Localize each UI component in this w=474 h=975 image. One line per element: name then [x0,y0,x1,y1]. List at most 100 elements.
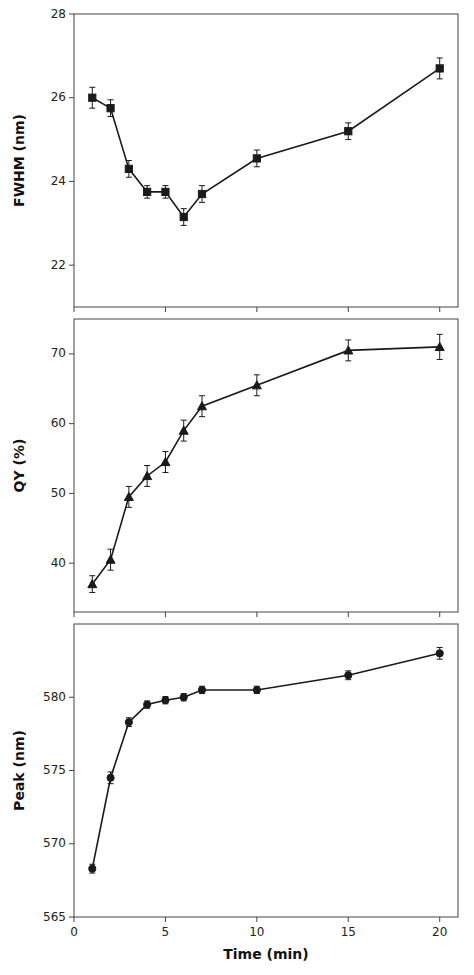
figure: 22242628FWHM (nm)40506070QY (%)565570575… [0,0,474,975]
error-bar [144,701,150,708]
y-tick-label: 50 [51,486,66,500]
x-tick [165,612,166,617]
marker [89,94,96,101]
y-tick [69,843,74,844]
x-tick [348,917,349,922]
y-tick [69,14,74,15]
y-tick [69,181,74,182]
y-axis-label: FWHM (nm) [11,114,27,207]
plot-frame [74,319,458,612]
error-bar [199,686,205,693]
x-tick-label: 5 [162,925,170,939]
y-tick [69,917,74,918]
x-tick [439,917,440,922]
error-bar [254,150,260,167]
series-line [92,68,439,217]
marker [436,65,443,72]
y-tick-label: 24 [51,174,66,188]
error-bar [162,186,168,199]
y-tick-label: 70 [51,346,66,360]
x-tick [256,307,257,312]
data-area [89,647,444,873]
x-tick [165,307,166,312]
y-tick-label: 570 [43,836,66,850]
y-axis-label: Peak (nm) [11,730,27,811]
marker [162,697,169,704]
marker [253,155,260,162]
marker [107,105,114,112]
y-tick-label: 26 [51,90,66,104]
marker [144,188,151,195]
x-tick [439,307,440,312]
x-tick [165,917,166,922]
error-bar [89,87,95,108]
x-tick [256,917,257,922]
error-bar [437,58,443,79]
marker [143,471,152,479]
y-tick [69,97,74,98]
error-bar [108,772,114,784]
error-bar [126,718,132,727]
x-tick [348,307,349,312]
error-bar [199,186,205,203]
marker [144,701,151,708]
error-bar [254,686,260,693]
y-tick-label: 22 [51,258,66,272]
y-tick [69,265,74,266]
y-tick-label: 28 [51,7,66,21]
marker [198,402,207,410]
series-line [92,347,439,584]
plot-frame [74,14,458,307]
x-tick [348,612,349,617]
marker [162,188,169,195]
error-bar [89,864,95,873]
x-tick-label: 0 [70,925,78,939]
y-tick [69,697,74,698]
y-tick [69,493,74,494]
error-bar [345,123,351,140]
marker [198,686,205,693]
error-bar [162,697,168,704]
marker [124,492,133,500]
marker [180,694,187,701]
x-tick-label: 20 [432,925,447,939]
marker [345,672,352,679]
panel: 56557057558005101520Peak (nm)Time (min) [11,624,458,962]
y-tick [69,770,74,771]
x-tick [74,917,75,922]
marker [344,346,353,354]
marker [253,686,260,693]
marker [106,555,115,563]
x-tick-label: 10 [249,925,264,939]
x-tick [439,612,440,617]
error-bar [181,209,187,226]
x-tick [74,612,75,617]
y-axis-label: QY (%) [11,439,27,493]
marker [435,342,444,350]
y-tick [69,353,74,354]
marker [436,650,443,657]
error-bar [181,694,187,701]
marker [125,165,132,172]
x-tick [74,307,75,312]
x-axis-label: Time (min) [223,946,308,962]
marker [107,774,114,781]
x-tick [256,612,257,617]
error-bar [345,671,351,680]
x-tick-label: 15 [341,925,356,939]
marker [179,426,188,434]
marker [88,580,97,588]
data-area [88,334,444,592]
error-bar [437,647,443,659]
plot-frame [74,624,458,917]
y-tick-label: 40 [51,556,66,570]
error-bar [126,161,132,178]
panel: 40506070QY (%) [11,319,458,617]
data-area [89,58,444,225]
marker [161,458,170,466]
marker [89,865,96,872]
marker [345,128,352,135]
y-tick [69,563,74,564]
marker [180,213,187,220]
y-tick-label: 580 [43,690,66,704]
